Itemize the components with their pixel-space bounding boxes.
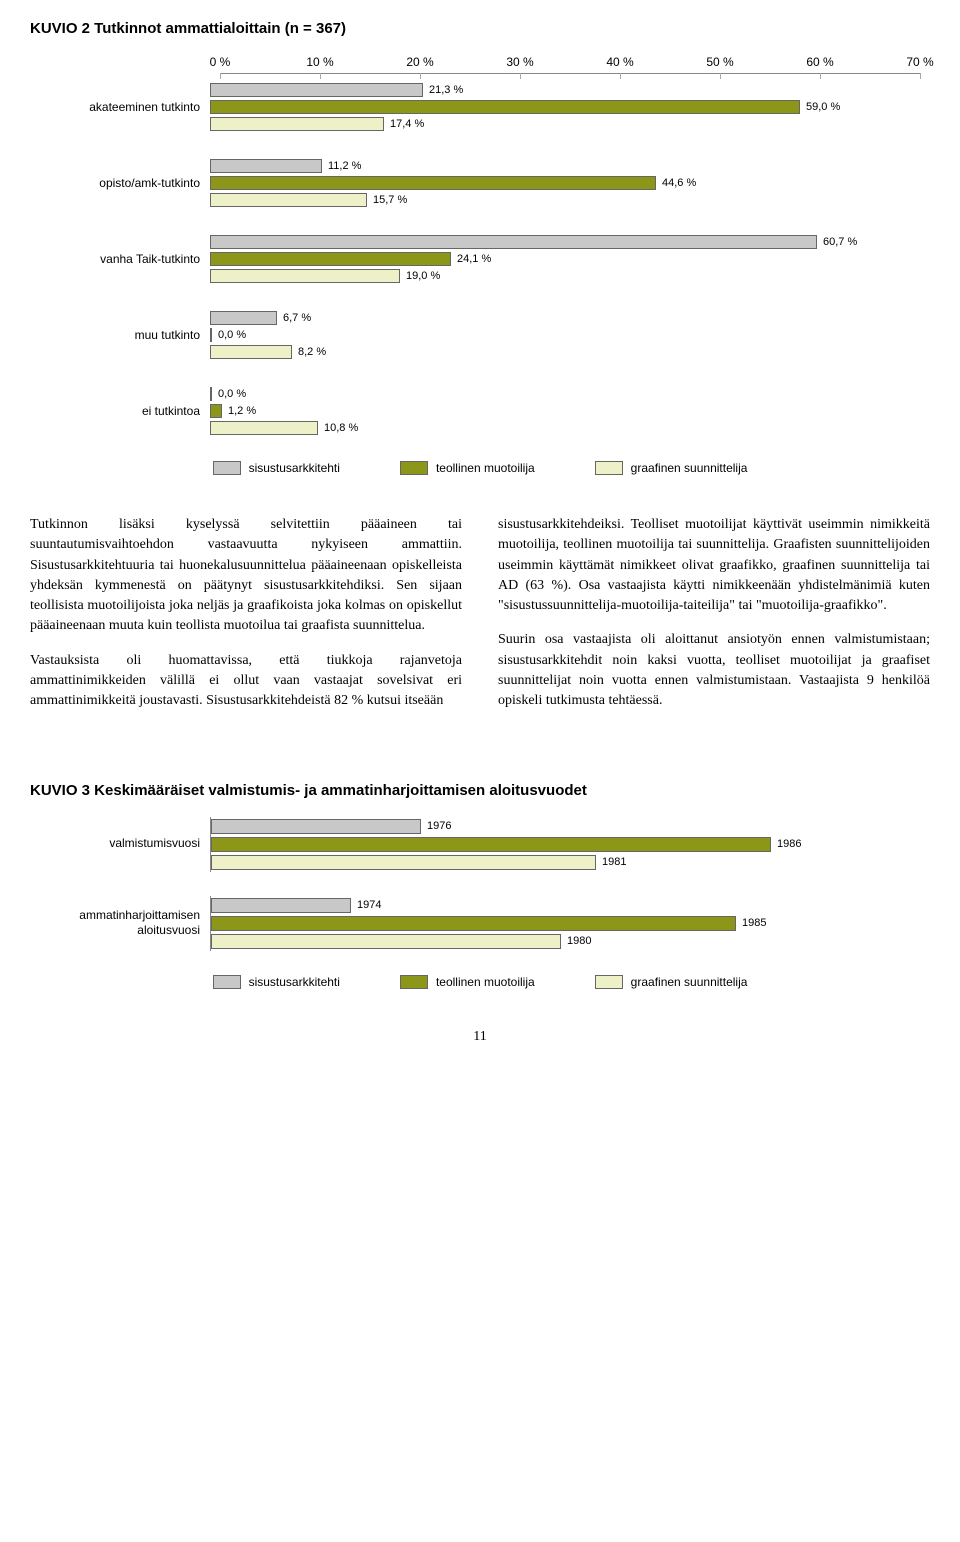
group-label: akateeminen tutkinto <box>30 100 210 114</box>
chart2-legend: sisustusarkkitehti teollinen muotoilija gr… <box>30 975 930 989</box>
chart1-axis: 0 %10 %20 %30 %40 %50 %60 %70 % <box>220 55 920 81</box>
bar-value-label: 0,0 % <box>218 329 246 341</box>
legend-label: teollinen muotoilija <box>436 975 535 989</box>
axis-tick: 30 % <box>506 55 533 69</box>
body-left: Tutkinnon lisäksi kyselyssä selvitettiin… <box>30 515 462 726</box>
chart1-group: ei tutkintoa 0,0 % 1,2 % 10,8 % <box>30 385 930 437</box>
group-label: ei tutkintoa <box>30 404 210 418</box>
legend-swatch <box>400 461 428 475</box>
axis-tick: 70 % <box>906 55 933 69</box>
bar <box>210 328 212 342</box>
bar <box>210 176 656 190</box>
group-label: muu tutkinto <box>30 328 210 342</box>
chart1-title: KUVIO 2 Tutkinnot ammattialoittain (n = … <box>30 20 930 37</box>
bar <box>210 100 800 114</box>
bar <box>210 269 400 283</box>
page-number: 11 <box>30 1029 930 1045</box>
bar <box>210 159 322 173</box>
chart1-group: akateeminen tutkinto 21,3 % 59,0 % 17,4 % <box>30 81 930 133</box>
axis-tick: 10 % <box>306 55 333 69</box>
bar-value-label: 21,3 % <box>429 84 463 96</box>
body-paragraph: Vastauksista oli huomattavissa, että tiu… <box>30 651 462 712</box>
bar-value-label: 1980 <box>567 935 591 947</box>
legend-swatch <box>213 975 241 989</box>
bar-value-label: 11,2 % <box>328 160 361 172</box>
legend-label: graafinen suunnittelija <box>631 975 748 989</box>
bar-value-label: 19,0 % <box>406 270 440 282</box>
axis-tick: 40 % <box>606 55 633 69</box>
legend-label: sisustusarkkitehti <box>249 461 340 475</box>
chart1-legend: sisustusarkkitehti teollinen muotoilija gr… <box>30 461 930 475</box>
bar <box>210 193 367 207</box>
bar <box>210 311 277 325</box>
chart2-group: ammatinharjoittamisenaloitusvuosi 1974 198… <box>30 896 930 951</box>
legend-item: sisustusarkkitehti <box>213 461 340 475</box>
legend-item: teollinen muotoilija <box>400 975 535 989</box>
bar-value-label: 17,4 % <box>390 118 424 130</box>
bar <box>210 345 292 359</box>
bar-value-label: 24,1 % <box>457 253 491 265</box>
legend-item: graafinen suunnittelija <box>595 461 748 475</box>
bar-value-label: 6,7 % <box>283 312 311 324</box>
legend-item: graafinen suunnittelija <box>595 975 748 989</box>
body-right: sisustusarkkitehdeiksi. Teolliset muotoi… <box>498 515 930 726</box>
bar-value-label: 1976 <box>427 820 451 832</box>
bar-value-label: 1985 <box>742 917 766 929</box>
chart1-group: opisto/amk-tutkinto 11,2 % 44,6 % 15,7 % <box>30 157 930 209</box>
bar <box>210 83 423 97</box>
bar-value-label: 59,0 % <box>806 101 840 113</box>
bar-value-label: 8,2 % <box>298 346 326 358</box>
legend-swatch <box>400 975 428 989</box>
chart2-plot: valmistumisvuosi 1976 1986 1981 ammatinharjo… <box>30 817 930 951</box>
group-label: vanha Taik-tutkinto <box>30 252 210 266</box>
group-label: opisto/amk-tutkinto <box>30 176 210 190</box>
bar <box>211 916 736 931</box>
bar-value-label: 1974 <box>357 899 381 911</box>
axis-tick: 0 % <box>210 55 231 69</box>
bar-value-label: 44,6 % <box>662 177 696 189</box>
bar <box>210 421 318 435</box>
bar-value-label: 15,7 % <box>373 194 407 206</box>
chart1-group: muu tutkinto 6,7 % 0,0 % 8,2 % <box>30 309 930 361</box>
bar <box>210 404 222 418</box>
chart1: 0 % 10 % 20 % 30 % 40 % 50 % 60 % 70 % akateemi… <box>30 55 930 475</box>
axis-tick: 20 % <box>406 55 433 69</box>
legend-swatch <box>595 461 623 475</box>
chart1-plot: akateeminen tutkinto 21,3 % 59,0 % 17,4 % op… <box>30 81 930 437</box>
bar-value-label: 1986 <box>777 838 801 850</box>
legend-item: teollinen muotoilija <box>400 461 535 475</box>
legend-label: teollinen muotoilija <box>436 461 535 475</box>
legend-item: sisustusarkkitehti <box>213 975 340 989</box>
axis-tick: 50 % <box>706 55 733 69</box>
axis-tick: 60 % <box>806 55 833 69</box>
body-paragraph: Tutkinnon lisäksi kyselyssä selvitettiin… <box>30 515 462 637</box>
chart2: valmistumisvuosi 1976 1986 1981 ammatinharjo… <box>30 817 930 989</box>
body-paragraph: sisustusarkkitehdeiksi. Teolliset muotoi… <box>498 515 930 616</box>
bar <box>210 235 817 249</box>
bar <box>211 855 596 870</box>
chart2-group: valmistumisvuosi 1976 1986 1981 <box>30 817 930 872</box>
bar <box>210 387 212 401</box>
bar <box>211 934 561 949</box>
bar-value-label: 1,2 % <box>228 405 256 417</box>
bar-value-label: 10,8 % <box>324 422 358 434</box>
legend-swatch <box>595 975 623 989</box>
legend-label: sisustusarkkitehti <box>249 975 340 989</box>
bar <box>210 252 451 266</box>
body-paragraph: Suurin osa vastaajista oli aloittanut an… <box>498 630 930 711</box>
body-columns: Tutkinnon lisäksi kyselyssä selvitettiin… <box>30 515 930 726</box>
bar <box>211 837 771 852</box>
bar-value-label: 1981 <box>602 856 626 868</box>
legend-label: graafinen suunnittelija <box>631 461 748 475</box>
bar-value-label: 60,7 % <box>823 236 857 248</box>
group-label: ammatinharjoittamisenaloitusvuosi <box>30 908 210 939</box>
bar-value-label: 0,0 % <box>218 388 246 400</box>
bar <box>211 898 351 913</box>
chart2-title: KUVIO 3 Keskimääräiset valmistumis- ja a… <box>30 782 930 799</box>
bar <box>211 819 421 834</box>
bar <box>210 117 384 131</box>
group-label: valmistumisvuosi <box>30 836 210 852</box>
chart1-group: vanha Taik-tutkinto 60,7 % 24,1 % 19,0 % <box>30 233 930 285</box>
legend-swatch <box>213 461 241 475</box>
